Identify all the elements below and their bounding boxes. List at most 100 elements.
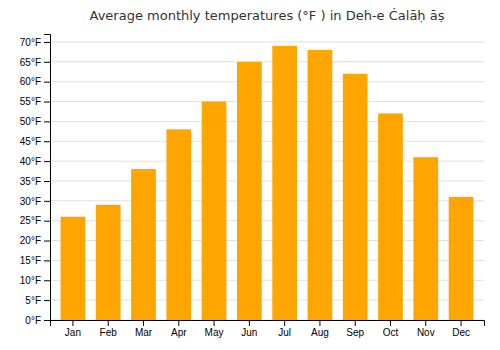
bar	[272, 46, 297, 320]
x-tick: Jul	[278, 320, 291, 338]
y-tick-label: 55°F	[20, 96, 41, 107]
y-tick-mark	[44, 161, 50, 162]
x-tick-mark	[425, 320, 426, 326]
bar	[237, 62, 262, 320]
chart: 0°F 5°F 10°F 15°F 20°F 25°F 30°F 35°F 40°F 45°F 50…	[0, 0, 500, 350]
y-tick-mark	[44, 241, 50, 242]
bar	[96, 205, 121, 320]
y-tick-label: 20°F	[20, 235, 41, 246]
x-tick: Oct	[383, 320, 399, 338]
y-tick-label: 50°F	[20, 116, 41, 127]
x-tick: Jun	[241, 320, 257, 338]
x-tick: Jan	[65, 320, 81, 338]
y-tick: 50°F	[20, 116, 50, 127]
y-tick-mark	[44, 82, 50, 83]
y-tick-mark	[44, 42, 50, 43]
plot: 0°F 5°F 10°F 15°F 20°F 25°F 30°F 35°F 40°F 45°F 50…	[20, 35, 485, 339]
y-tick-label: 30°F	[20, 196, 41, 207]
x-tick: Dec	[452, 320, 470, 338]
y-tick: 70°F	[20, 37, 50, 48]
bar	[378, 113, 403, 320]
x-tick-mark	[390, 320, 391, 326]
y-tick-mark	[44, 141, 50, 142]
y-tick: 65°F	[20, 57, 50, 68]
x-tick: Apr	[171, 320, 187, 338]
x-tick-mark	[72, 320, 73, 326]
y-tick: 25°F	[20, 215, 50, 226]
x-tick-mark	[249, 320, 250, 326]
y-tick-label: 60°F	[20, 76, 41, 87]
x-tick-label: Feb	[100, 327, 118, 338]
y-tick-label: 35°F	[20, 176, 41, 187]
y-tick-label: 40°F	[20, 156, 41, 167]
bar	[449, 197, 474, 320]
y-tick: 20°F	[20, 235, 50, 246]
y-tick: 40°F	[20, 156, 50, 167]
x-tick: Mar	[135, 320, 153, 338]
y-tick-label: 0°F	[25, 315, 41, 326]
x-tick: Aug	[311, 320, 329, 338]
x-tick: Nov	[417, 320, 435, 338]
x-tick-label: Nov	[417, 327, 435, 338]
y-tick-label: 65°F	[20, 57, 41, 68]
x-tick-label: Aug	[311, 327, 329, 338]
y-tick-mark	[44, 181, 50, 182]
x-tick-label: Mar	[135, 327, 153, 338]
bar	[61, 217, 86, 320]
bar	[308, 50, 333, 320]
x-axis-line	[51, 321, 485, 327]
y-tick: 45°F	[20, 136, 50, 147]
x-tick: Feb	[100, 320, 118, 338]
x-tick: May	[205, 320, 224, 338]
x-tick-mark	[178, 320, 179, 326]
grid-line	[50, 41, 484, 42]
y-tick: 55°F	[20, 96, 50, 107]
y-tick-mark	[44, 62, 50, 63]
y-tick-mark	[44, 280, 50, 281]
x-tick-mark	[284, 320, 285, 326]
y-tick-mark	[44, 102, 50, 103]
x-tick-mark	[143, 320, 144, 326]
x-tick-mark	[461, 320, 462, 326]
x-tick-label: Sep	[346, 327, 364, 338]
grid	[50, 42, 484, 320]
y-tick: 5°F	[25, 295, 50, 306]
x-tick-mark	[214, 320, 215, 326]
y-axis: 0°F 5°F 10°F 15°F 20°F 25°F 30°F 35°F 40°F 45°F 50…	[20, 35, 51, 326]
x-tick-label: Jun	[241, 327, 257, 338]
y-tick-mark	[44, 300, 50, 301]
y-axis-line	[44, 35, 51, 321]
grid-line	[50, 141, 484, 142]
y-tick-label: 45°F	[20, 136, 41, 147]
x-tick-mark	[108, 320, 109, 326]
y-tick: 60°F	[20, 76, 50, 87]
bars	[61, 46, 474, 320]
bar	[413, 157, 438, 320]
grid-line	[50, 101, 484, 102]
y-tick-label: 70°F	[20, 37, 41, 48]
bar	[202, 102, 227, 320]
x-tick-label: Apr	[171, 327, 187, 338]
y-tick-label: 5°F	[25, 295, 41, 306]
y-tick-mark	[44, 320, 50, 321]
x-tick-label: Jan	[65, 327, 81, 338]
y-tick-label: 10°F	[20, 275, 41, 286]
y-tick: 15°F	[20, 255, 50, 266]
x-tick-mark	[355, 320, 356, 326]
bar	[343, 74, 368, 320]
x-tick-label: Jul	[278, 327, 291, 338]
title: Average monthly temperatures (°F ) in De…	[90, 7, 445, 23]
grid-line	[50, 81, 484, 82]
x-tick: Sep	[346, 320, 364, 338]
x-tick-label: May	[205, 327, 224, 338]
y-tick-mark	[44, 201, 50, 202]
y-tick: 0°F	[25, 315, 50, 326]
grid-line	[50, 61, 484, 62]
bar	[166, 129, 191, 320]
x-tick-mark	[319, 320, 320, 326]
grid-line	[50, 121, 484, 122]
y-tick-label: 15°F	[20, 255, 41, 266]
y-tick-mark	[44, 121, 50, 122]
y-tick-mark	[44, 221, 50, 222]
x-tick-label: Oct	[383, 327, 399, 338]
